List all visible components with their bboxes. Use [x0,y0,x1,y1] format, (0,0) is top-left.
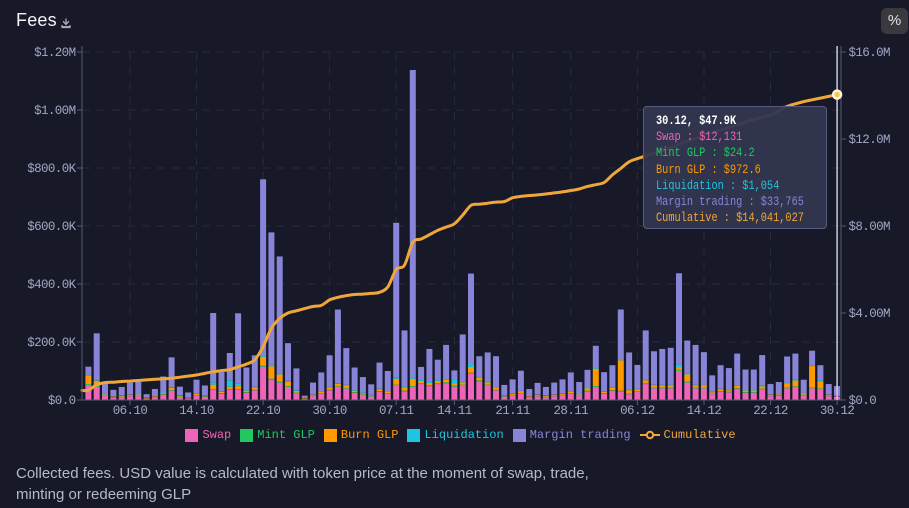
svg-text:$1.20M: $1.20M [34,46,76,60]
svg-text:06.12: 06.12 [620,404,655,418]
svg-text:30.12: 30.12 [820,404,855,418]
svg-text:28.11: 28.11 [554,404,589,418]
svg-text:$800.0K: $800.0K [27,162,76,176]
svg-text:$1.00M: $1.00M [34,104,76,118]
svg-text:$12.0M: $12.0M [849,133,891,147]
svg-text:22.12: 22.12 [753,404,788,418]
svg-text:14.12: 14.12 [687,404,722,418]
svg-text:14.11: 14.11 [437,404,472,418]
svg-text:$16.0M: $16.0M [849,46,891,60]
svg-text:$400.0K: $400.0K [27,278,76,292]
svg-text:$0.0: $0.0 [48,394,76,408]
svg-text:07.11: 07.11 [379,404,414,418]
svg-text:$8.00M: $8.00M [849,220,891,234]
svg-text:21.11: 21.11 [495,404,530,418]
svg-text:30.10: 30.10 [312,404,347,418]
svg-text:$200.0K: $200.0K [27,336,76,350]
svg-text:06.10: 06.10 [113,404,148,418]
svg-text:14.10: 14.10 [179,404,214,418]
svg-text:$4.00M: $4.00M [849,307,891,321]
svg-text:$600.0K: $600.0K [27,220,76,234]
svg-text:$0.0: $0.0 [849,394,877,408]
svg-text:22.10: 22.10 [246,404,281,418]
